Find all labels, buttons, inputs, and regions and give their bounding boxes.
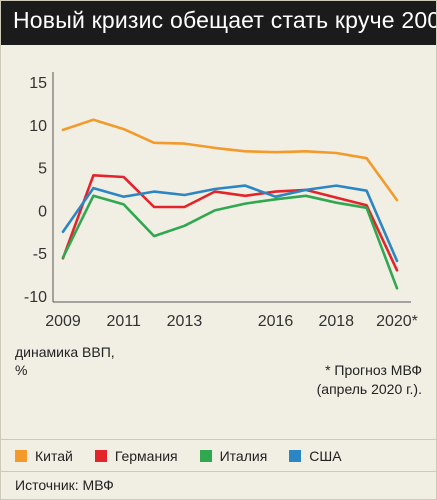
legend-label: Германия: [114, 448, 178, 464]
legend-swatch: [15, 450, 27, 462]
source-divider: [1, 471, 436, 472]
chart-title: Новый кризис обещает стать круче 2009 го…: [13, 7, 436, 33]
legend-item: Италия: [199, 448, 268, 464]
series-layer: [61, 118, 399, 290]
legend-divider: [1, 439, 436, 440]
legend-item: Китай: [15, 448, 73, 464]
legend-label: США: [309, 448, 342, 464]
legend-swatch: [94, 450, 107, 462]
series-line: [61, 184, 399, 263]
x-tick-label: 2018: [318, 313, 354, 330]
axes: 15 10 5 0 -5 -10 2009 2011 2013 2016 2018 2020*: [24, 72, 418, 330]
series-line: [61, 174, 399, 272]
y-tick-label: 5: [38, 161, 47, 178]
series-line: [61, 118, 399, 202]
y-tick-label: 10: [29, 118, 47, 135]
x-tick-label: 2011: [107, 313, 142, 330]
source-text: Источник: МВФ: [15, 477, 114, 493]
legend-item: США: [289, 448, 342, 464]
series-line: [61, 194, 399, 290]
y-tick-label: 15: [29, 75, 47, 92]
legend-swatch: [199, 450, 212, 462]
legend-swatch: [289, 450, 302, 462]
x-tick-label: 2009: [45, 313, 81, 330]
x-tick-label: 2013: [167, 313, 203, 330]
forecast-note: * Прогноз МВФ (апрель 2020 г.).: [316, 362, 422, 397]
y-tick-label: -10: [24, 289, 47, 306]
y-tick-label: 0: [38, 203, 47, 220]
legend: Китай Германия Италия США: [15, 448, 364, 464]
legend-item: Германия: [94, 448, 178, 464]
legend-label: Китай: [35, 448, 73, 464]
legend-label: Италия: [219, 448, 268, 464]
x-tick-label: 2020*: [376, 313, 418, 330]
y-axis-label: динамика ВВП, %: [15, 344, 115, 378]
chart-plot: 15 10 5 0 -5 -10 2009 2011 2013 2016 2018 2020*: [24, 72, 418, 330]
y-tick-label: -5: [33, 246, 47, 263]
x-tick-label: 2016: [258, 313, 294, 330]
title-bar: Новый кризис обещает стать круче 2009 го…: [1, 1, 436, 45]
